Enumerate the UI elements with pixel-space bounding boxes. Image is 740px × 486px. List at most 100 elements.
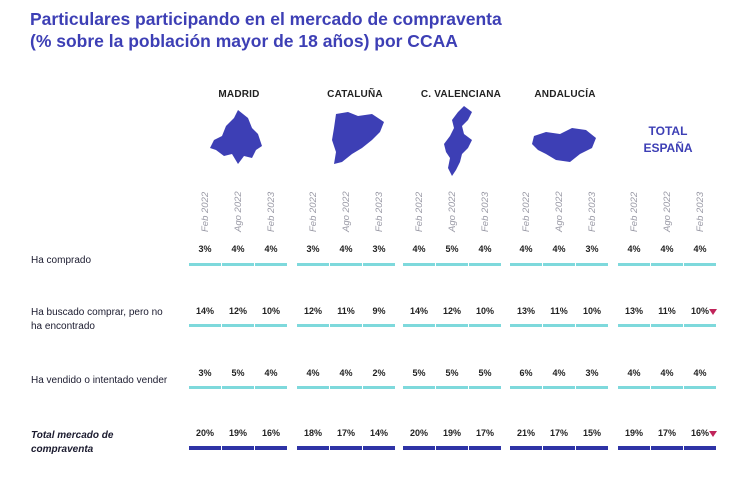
row-underline [403, 324, 435, 327]
value-label: 4% [552, 368, 566, 378]
row-underline [651, 263, 683, 266]
row-underline [363, 386, 395, 389]
value-label: 9% [372, 306, 386, 316]
value-label: 12% [442, 306, 461, 316]
row-underline [255, 324, 287, 327]
value-label: 5% [412, 368, 426, 378]
valenciana-map-icon [444, 106, 472, 176]
value-label: 3% [585, 244, 599, 254]
row-underline [189, 324, 221, 327]
value-label: 6% [519, 368, 533, 378]
row-label-ha-comprado: Ha comprado [31, 255, 92, 266]
row-underline [651, 386, 683, 389]
row-underline [222, 263, 254, 266]
value-label: 10% [261, 306, 280, 316]
row-underline [684, 324, 716, 327]
period-label: Ago 2022 [233, 191, 244, 232]
value-label: 4% [306, 368, 320, 378]
row-underline [576, 446, 608, 450]
total-line-1: TOTAL [648, 124, 688, 138]
row-underline [436, 386, 468, 389]
value-label: 14% [409, 306, 428, 316]
value-label: 10% [582, 306, 601, 316]
value-label: 16% [261, 428, 280, 438]
region-name-madrid: MADRID [218, 89, 260, 100]
period-label: Feb 2023 [587, 191, 598, 232]
row-underline [297, 324, 329, 327]
value-label: 13% [624, 306, 643, 316]
row-label-line-2: compraventa [31, 444, 94, 455]
row-underline [543, 446, 575, 450]
andalucia-map-icon [532, 128, 596, 162]
value-label: 4% [627, 368, 641, 378]
value-label: 5% [445, 244, 459, 254]
value-label: 14% [195, 306, 214, 316]
row-label-ha-buscado-comprar: Ha buscado comprar, pero no ha encontrad… [31, 306, 163, 334]
row-underline [436, 446, 468, 450]
value-label: 16% [690, 428, 709, 438]
row-underline [684, 386, 716, 389]
row-underline [469, 324, 501, 327]
value-label: 20% [195, 428, 214, 438]
row-label-line-2: ha encontrado [31, 321, 95, 332]
row-underline [543, 263, 575, 266]
period-label: Ago 2022 [341, 191, 352, 232]
value-label: 19% [442, 428, 461, 438]
value-label: 11% [337, 306, 355, 316]
value-label: 4% [627, 244, 641, 254]
value-label: 4% [231, 244, 245, 254]
row-underline [189, 446, 221, 450]
value-label: 3% [198, 244, 212, 254]
row-underline [222, 324, 254, 327]
value-label: 17% [657, 428, 676, 438]
value-label: 4% [660, 368, 674, 378]
region-name-andalucia: ANDALUCÍA [534, 89, 596, 100]
value-label: 17% [336, 428, 355, 438]
total-line-2: ESPAÑA [643, 141, 693, 155]
value-label: 19% [624, 428, 643, 438]
row-underline [469, 386, 501, 389]
madrid-map-icon [210, 110, 262, 164]
value-label: 12% [303, 306, 322, 316]
chart-title: Particulares participando en el mercado … [30, 8, 590, 52]
row-underline [543, 324, 575, 327]
row-underline [330, 263, 362, 266]
value-label: 4% [693, 368, 707, 378]
row-underline [510, 386, 542, 389]
period-label: Ago 2022 [554, 191, 565, 232]
row-underline [297, 386, 329, 389]
period-label: Feb 2022 [414, 191, 425, 232]
region-name-cataluna: CATALUÑA [327, 89, 383, 100]
value-label: 4% [519, 244, 533, 254]
row-underline [618, 263, 650, 266]
row-label-line-1: Total mercado de [31, 430, 114, 441]
row-underline [255, 386, 287, 389]
period-label: Feb 2022 [521, 191, 532, 232]
value-label: 13% [516, 306, 535, 316]
row-underline [403, 446, 435, 450]
value-label: 4% [660, 244, 674, 254]
row-underline [363, 446, 395, 450]
row-underline [651, 446, 683, 450]
region-name-valenciana: C. VALENCIANA [420, 89, 502, 100]
value-label: 21% [516, 428, 535, 438]
value-label: 4% [264, 368, 278, 378]
row-underline [618, 324, 650, 327]
value-label: 4% [693, 244, 707, 254]
value-label: 3% [585, 368, 599, 378]
value-label: 4% [478, 244, 492, 254]
title-line-2: (% sobre la población mayor de 18 años) … [30, 31, 458, 51]
row-underline [618, 386, 650, 389]
value-label: 3% [198, 368, 212, 378]
row-underline [469, 263, 501, 266]
row-underline [576, 386, 608, 389]
row-underline [510, 263, 542, 266]
value-label: 10% [475, 306, 494, 316]
period-label: Feb 2023 [695, 191, 706, 232]
row-underline [255, 263, 287, 266]
row-underline [363, 263, 395, 266]
period-label: Feb 2022 [629, 191, 640, 232]
row-underline [297, 263, 329, 266]
value-label: 10% [690, 306, 709, 316]
period-label: Feb 2023 [266, 191, 277, 232]
